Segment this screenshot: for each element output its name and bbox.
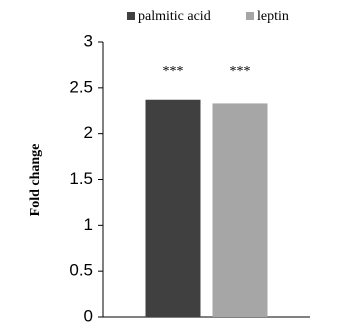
y-tick-label: 1 — [84, 215, 93, 234]
y-tick-label: 1.5 — [69, 169, 93, 188]
y-tick-label: 2.5 — [69, 77, 93, 96]
significance-label: *** — [230, 64, 251, 79]
y-axis-label: Fold change — [28, 144, 43, 217]
y-tick-label: 0 — [84, 306, 93, 325]
y-tick-label: 2 — [84, 123, 93, 142]
legend-swatch — [246, 12, 254, 20]
legend-label: leptin — [257, 9, 289, 24]
y-tick-label: 3 — [84, 31, 93, 50]
significance-label: *** — [163, 64, 184, 79]
bar — [145, 99, 201, 317]
legend-swatch — [127, 12, 135, 20]
legend-label: palmitic acid — [138, 9, 211, 24]
y-tick-label: 0.5 — [69, 261, 93, 280]
bar — [212, 103, 268, 318]
